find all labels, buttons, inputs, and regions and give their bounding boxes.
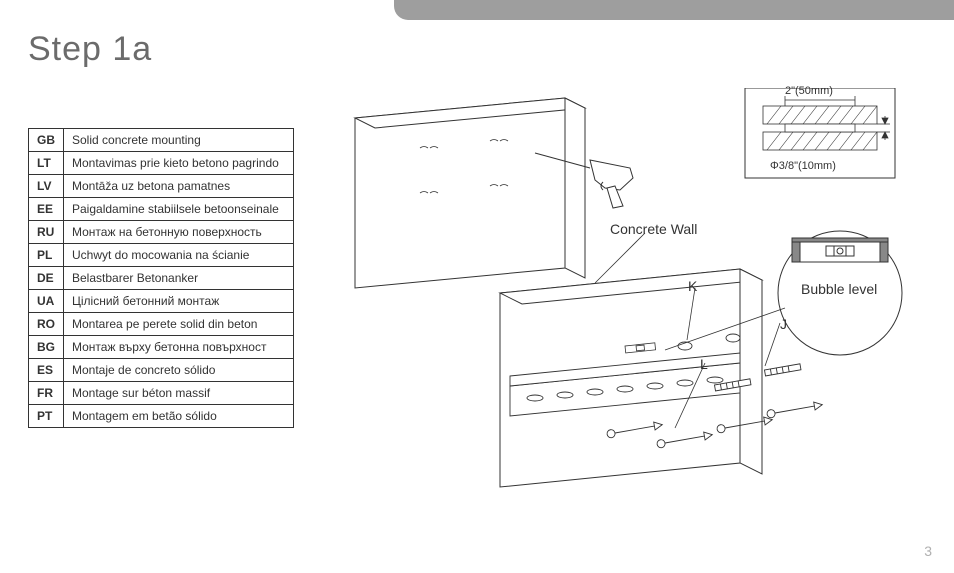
lang-code: DE — [29, 267, 64, 290]
lang-desc: Belastbarer Betonanker — [64, 267, 294, 290]
table-row: ESMontaje de concreto sólido — [29, 359, 294, 382]
diagram-svg — [335, 88, 935, 528]
lang-code: RO — [29, 313, 64, 336]
label-hole-diameter: Φ3/8"(10mm) — [770, 160, 836, 172]
lang-code: LV — [29, 175, 64, 198]
lang-code: UA — [29, 290, 64, 313]
label-hole-width: 2"(50mm) — [785, 85, 833, 97]
lang-desc: Montagem em betão sólido — [64, 405, 294, 428]
lang-desc: Montavimas prie kieto betono pagrindo — [64, 152, 294, 175]
table-row: LVMontāža uz betona pamatnes — [29, 175, 294, 198]
lang-desc: Montage sur béton massif — [64, 382, 294, 405]
step-title: Step 1a — [28, 30, 152, 69]
language-table-body: GBSolid concrete mountingLTMontavimas pr… — [29, 129, 294, 428]
label-concrete-wall: Concrete Wall — [610, 221, 697, 237]
table-row: RUМонтаж на бетонную поверхность — [29, 221, 294, 244]
table-row: PLUchwyt do mocowania na ścianie — [29, 244, 294, 267]
table-row: BGМонтаж върху бетонна повърхност — [29, 336, 294, 359]
lang-desc: Цілісний бетонний монтаж — [64, 290, 294, 313]
lang-desc: Solid concrete mounting — [64, 129, 294, 152]
page-header-bar — [394, 0, 954, 20]
lang-desc: Montāža uz betona pamatnes — [64, 175, 294, 198]
table-row: GBSolid concrete mounting — [29, 129, 294, 152]
lang-desc: Монтаж върху бетонна повърхност — [64, 336, 294, 359]
lang-code: GB — [29, 129, 64, 152]
instruction-diagram: Concrete Wall K J L Bubble level 2"(50mm… — [335, 88, 935, 528]
lang-code: FR — [29, 382, 64, 405]
lang-desc: Uchwyt do mocowania na ścianie — [64, 244, 294, 267]
lang-desc: Montarea pe perete solid din beton — [64, 313, 294, 336]
table-row: LTMontavimas prie kieto betono pagrindo — [29, 152, 294, 175]
label-l: L — [700, 356, 708, 372]
table-row: DEBelastbarer Betonanker — [29, 267, 294, 290]
table-row: ROMontarea pe perete solid din beton — [29, 313, 294, 336]
lang-code: PT — [29, 405, 64, 428]
lang-code: RU — [29, 221, 64, 244]
table-row: UAЦілісний бетонний монтаж — [29, 290, 294, 313]
label-bubble-level: Bubble level — [801, 281, 877, 297]
lang-desc: Montaje de concreto sólido — [64, 359, 294, 382]
lang-desc: Монтаж на бетонную поверхность — [64, 221, 294, 244]
lang-code: ES — [29, 359, 64, 382]
table-row: EEPaigaldamine stabiilsele betoonseinale — [29, 198, 294, 221]
label-k: K — [688, 278, 697, 294]
table-row: PTMontagem em betão sólido — [29, 405, 294, 428]
lang-desc: Paigaldamine stabiilsele betoonseinale — [64, 198, 294, 221]
table-row: FRMontage sur béton massif — [29, 382, 294, 405]
label-j: J — [780, 316, 787, 332]
page-number: 3 — [924, 543, 932, 559]
lang-code: LT — [29, 152, 64, 175]
language-table: GBSolid concrete mountingLTMontavimas pr… — [28, 128, 294, 428]
lang-code: EE — [29, 198, 64, 221]
lang-code: PL — [29, 244, 64, 267]
lang-code: BG — [29, 336, 64, 359]
